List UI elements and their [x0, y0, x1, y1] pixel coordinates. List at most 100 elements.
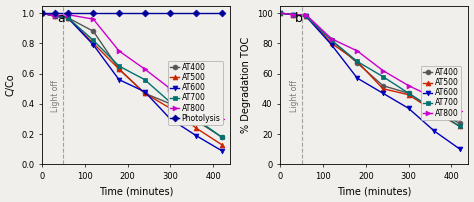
Line: AT700: AT700	[278, 11, 462, 129]
AT500	[290, 13, 296, 16]
AT700	[355, 60, 360, 63]
AT800	[277, 12, 283, 14]
AT500	[116, 68, 122, 70]
AT400	[431, 109, 437, 111]
AT600	[116, 78, 122, 81]
Photolysis	[142, 12, 147, 14]
AT500	[277, 12, 283, 14]
AT800	[329, 38, 335, 40]
AT400	[380, 84, 386, 87]
Line: AT600: AT600	[39, 11, 224, 153]
Line: Photolysis: Photolysis	[39, 11, 224, 16]
AT700	[277, 12, 283, 14]
AT500	[91, 42, 96, 45]
AT500	[193, 127, 199, 129]
AT500	[457, 125, 463, 128]
Photolysis	[52, 12, 58, 14]
AT500	[167, 107, 173, 109]
AT600	[167, 118, 173, 120]
AT400	[355, 62, 360, 64]
AT400	[65, 16, 71, 19]
AT600	[193, 134, 199, 137]
Y-axis label: % Degradation TOC: % Degradation TOC	[241, 37, 251, 133]
AT500	[65, 16, 71, 19]
AT400	[52, 15, 58, 17]
AT800	[167, 87, 173, 90]
Text: b: b	[295, 12, 303, 25]
Text: a: a	[57, 12, 65, 25]
AT400	[277, 12, 283, 14]
AT600	[431, 130, 437, 132]
Photolysis	[65, 12, 71, 14]
AT500	[52, 15, 58, 17]
AT800	[219, 118, 225, 120]
Line: AT400: AT400	[278, 11, 462, 126]
Photolysis	[91, 12, 96, 14]
AT600	[277, 12, 283, 14]
Line: AT600: AT600	[278, 11, 462, 151]
AT800	[380, 69, 386, 72]
AT400	[219, 136, 225, 138]
Line: AT700: AT700	[39, 11, 224, 139]
AT500	[142, 92, 147, 94]
Line: AT800: AT800	[39, 11, 224, 121]
AT600	[91, 44, 96, 46]
AT800	[142, 68, 147, 70]
AT400	[329, 39, 335, 42]
AT600	[380, 92, 386, 94]
AT700	[142, 78, 147, 81]
Line: AT500: AT500	[278, 11, 462, 129]
AT600	[290, 13, 296, 16]
AT600	[406, 107, 411, 109]
AT700	[290, 13, 296, 16]
AT800	[52, 15, 58, 17]
AT600	[303, 15, 309, 17]
AT800	[355, 50, 360, 52]
AT500	[380, 87, 386, 90]
AT600	[219, 149, 225, 152]
AT800	[431, 97, 437, 99]
AT800	[116, 50, 122, 52]
Photolysis	[219, 12, 225, 14]
AT700	[457, 125, 463, 128]
AT700	[431, 109, 437, 111]
Photolysis	[167, 12, 173, 14]
AT600	[142, 90, 147, 93]
Text: Light off: Light off	[290, 80, 299, 112]
AT400	[406, 92, 411, 94]
AT700	[329, 39, 335, 42]
Legend: AT400, AT500, AT600, AT700, AT800, Photolysis: AT400, AT500, AT600, AT700, AT800, Photo…	[168, 61, 223, 125]
AT800	[457, 110, 463, 113]
AT600	[355, 77, 360, 79]
AT400	[290, 13, 296, 16]
AT500	[39, 12, 45, 14]
AT800	[290, 13, 296, 16]
AT400	[457, 122, 463, 125]
AT800	[193, 101, 199, 103]
Line: AT500: AT500	[39, 11, 224, 147]
AT600	[329, 44, 335, 46]
Photolysis	[116, 12, 122, 14]
AT700	[193, 118, 199, 120]
AT800	[406, 84, 411, 87]
AT400	[142, 92, 147, 94]
AT400	[193, 119, 199, 122]
AT500	[431, 110, 437, 113]
AT700	[167, 101, 173, 103]
AT400	[91, 30, 96, 33]
AT800	[91, 18, 96, 20]
AT600	[457, 148, 463, 150]
AT800	[39, 12, 45, 14]
Photolysis	[39, 12, 45, 14]
Photolysis	[193, 12, 199, 14]
AT700	[52, 15, 58, 17]
AT400	[167, 103, 173, 105]
AT700	[91, 39, 96, 42]
Line: AT400: AT400	[39, 11, 224, 139]
AT600	[39, 12, 45, 14]
AT800	[303, 13, 309, 16]
AT700	[116, 65, 122, 67]
X-axis label: Time (minutes): Time (minutes)	[337, 186, 411, 196]
AT500	[355, 60, 360, 63]
Text: Light off: Light off	[51, 80, 60, 112]
